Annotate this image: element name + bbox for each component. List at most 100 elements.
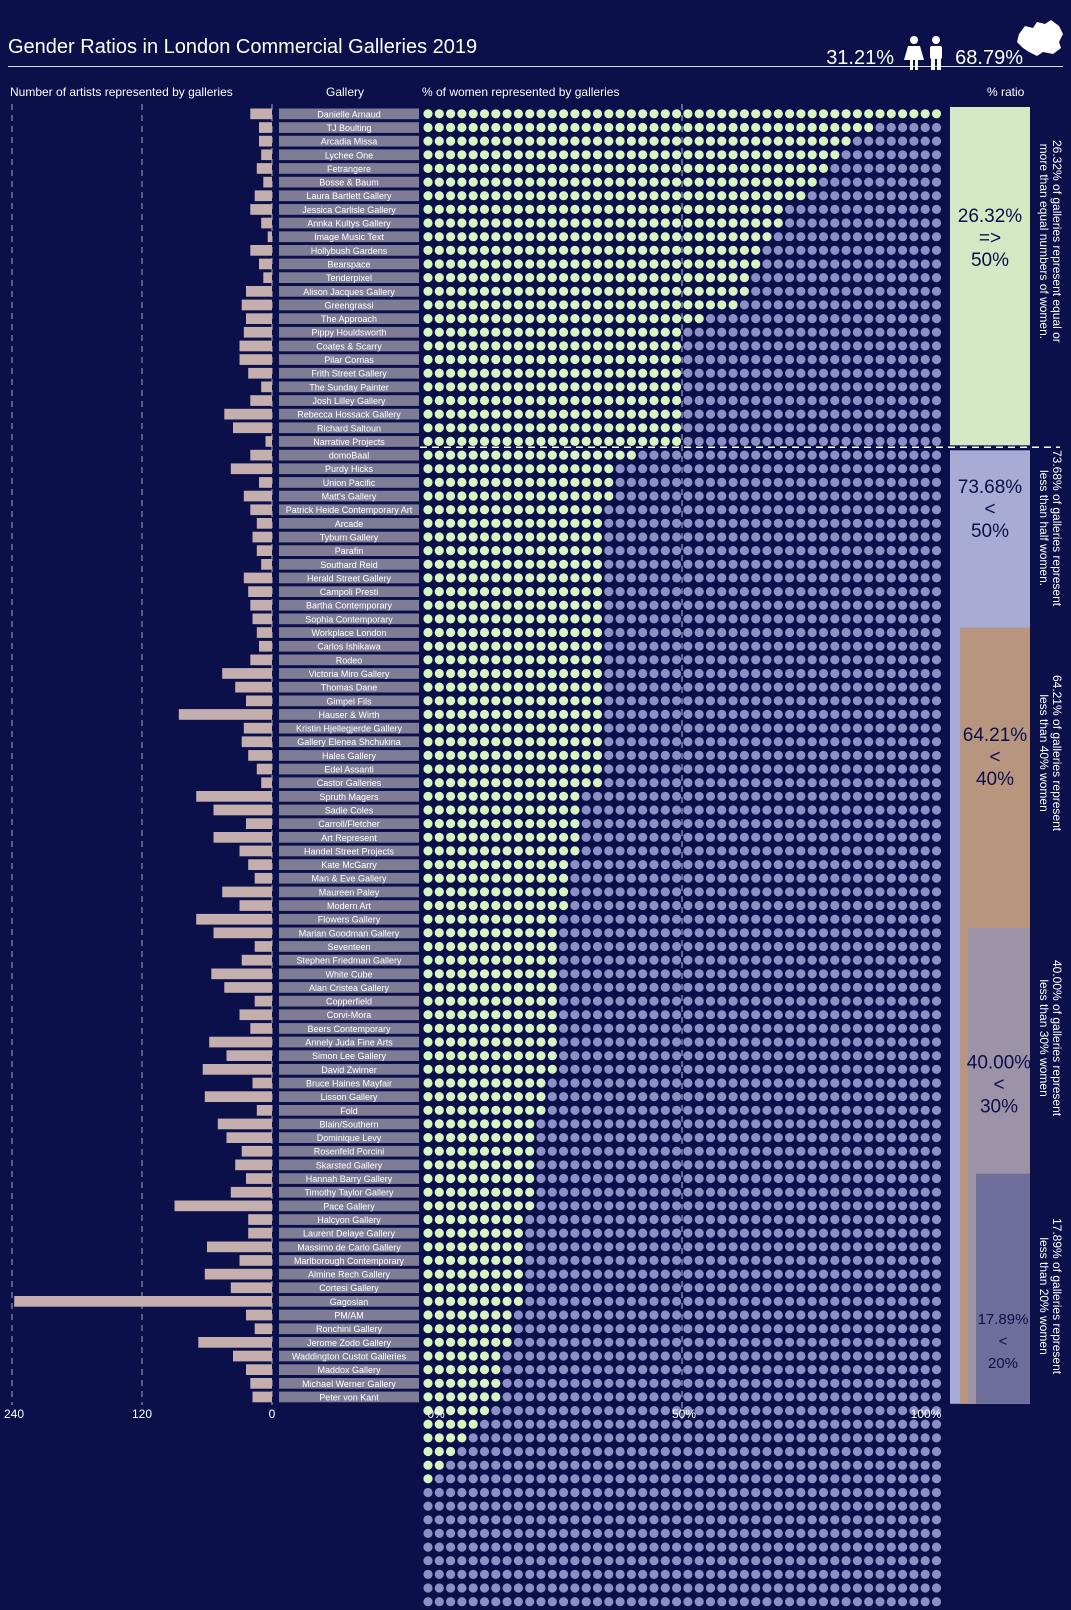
women-dot xyxy=(434,1201,444,1211)
women-dot xyxy=(762,914,772,924)
women-dot xyxy=(762,1133,772,1143)
women-dot xyxy=(920,1214,930,1225)
women-dot xyxy=(728,832,738,842)
women-dot xyxy=(920,627,930,638)
women-dot xyxy=(796,832,806,842)
women-dot xyxy=(818,1133,829,1143)
women-dot xyxy=(796,668,806,679)
women-dot xyxy=(434,764,444,774)
women-dot xyxy=(423,1037,433,1047)
women-dot xyxy=(694,259,704,269)
women-dot xyxy=(796,518,806,528)
women-dot xyxy=(604,314,614,324)
women-dot xyxy=(468,1187,478,1197)
women-dot xyxy=(672,1228,682,1238)
women-dot xyxy=(672,1119,682,1129)
women-dot xyxy=(931,354,942,365)
women-dot xyxy=(468,1133,478,1143)
women-dot xyxy=(920,1310,930,1320)
women-dot xyxy=(525,1214,535,1225)
women-dot xyxy=(660,163,670,173)
women-dot xyxy=(751,1501,761,1511)
women-dot xyxy=(615,969,625,979)
women-dot xyxy=(525,327,535,337)
women-dot xyxy=(830,846,840,856)
women-dot xyxy=(864,1283,874,1293)
women-dot xyxy=(570,1515,580,1525)
women-dot xyxy=(818,1119,829,1129)
women-dot xyxy=(649,1501,659,1511)
women-dot xyxy=(931,696,942,706)
women-dot xyxy=(615,245,625,255)
women-dot xyxy=(581,873,591,883)
women-dot xyxy=(468,641,478,651)
women-dot xyxy=(592,327,603,337)
women-dot xyxy=(479,1105,490,1115)
women-dot xyxy=(525,791,535,801)
women-dot xyxy=(491,860,501,870)
women-dot xyxy=(547,1528,557,1538)
women-dot xyxy=(434,1092,444,1102)
women-dot xyxy=(547,1583,557,1593)
women-dot xyxy=(457,737,467,747)
women-dot xyxy=(852,846,863,856)
women-dot xyxy=(785,928,795,938)
women-dot xyxy=(434,750,444,761)
women-dot xyxy=(547,846,557,856)
women-dot xyxy=(694,1105,704,1115)
women-dot xyxy=(864,532,874,542)
women-dot xyxy=(672,532,682,542)
women-dot xyxy=(830,559,840,569)
women-dot xyxy=(626,1010,637,1020)
women-dot xyxy=(841,163,851,173)
women-dot xyxy=(830,273,840,283)
women-dot xyxy=(638,655,648,665)
women-dot xyxy=(513,1146,524,1156)
women-dot xyxy=(920,723,930,733)
women-dot xyxy=(841,955,851,965)
women-dot xyxy=(739,928,750,938)
women-dot xyxy=(864,259,874,269)
women-dot xyxy=(525,1269,535,1279)
women-dot xyxy=(852,1392,863,1402)
women-dot xyxy=(728,382,738,392)
women-dot xyxy=(705,122,716,133)
women-dot xyxy=(841,873,851,883)
women-dot xyxy=(547,559,557,569)
women-dot xyxy=(852,450,863,460)
women-dot xyxy=(920,1228,930,1238)
women-dot xyxy=(773,1023,783,1033)
women-dot xyxy=(705,614,716,624)
women-dot xyxy=(886,832,896,842)
women-dot xyxy=(717,873,727,883)
women-dot xyxy=(446,982,456,993)
women-dot xyxy=(694,1337,704,1347)
women-dot xyxy=(931,1460,942,1470)
women-dot xyxy=(705,1337,716,1347)
women-dot xyxy=(898,1160,908,1170)
women-dot xyxy=(502,696,512,706)
women-dot xyxy=(886,559,896,569)
women-dot xyxy=(491,1255,501,1265)
women-dot xyxy=(728,1187,738,1197)
women-dot xyxy=(592,969,603,979)
women-dot xyxy=(864,1337,874,1347)
women-dot xyxy=(886,900,896,911)
women-dot xyxy=(841,259,851,269)
women-dot xyxy=(638,600,648,610)
women-dot xyxy=(705,846,716,856)
women-dot xyxy=(830,587,840,597)
women-dot xyxy=(728,1119,738,1129)
women-dot xyxy=(875,1542,885,1552)
women-dot xyxy=(547,1146,557,1156)
women-dot xyxy=(525,1078,535,1088)
women-dot xyxy=(864,1037,874,1047)
women-dot xyxy=(683,1119,693,1129)
women-dot xyxy=(672,791,682,801)
women-dot xyxy=(434,286,444,296)
women-dot xyxy=(638,546,648,556)
women-dot xyxy=(672,546,682,556)
women-dot xyxy=(920,1392,930,1402)
women-dot xyxy=(457,955,467,965)
women-dot xyxy=(513,245,524,255)
